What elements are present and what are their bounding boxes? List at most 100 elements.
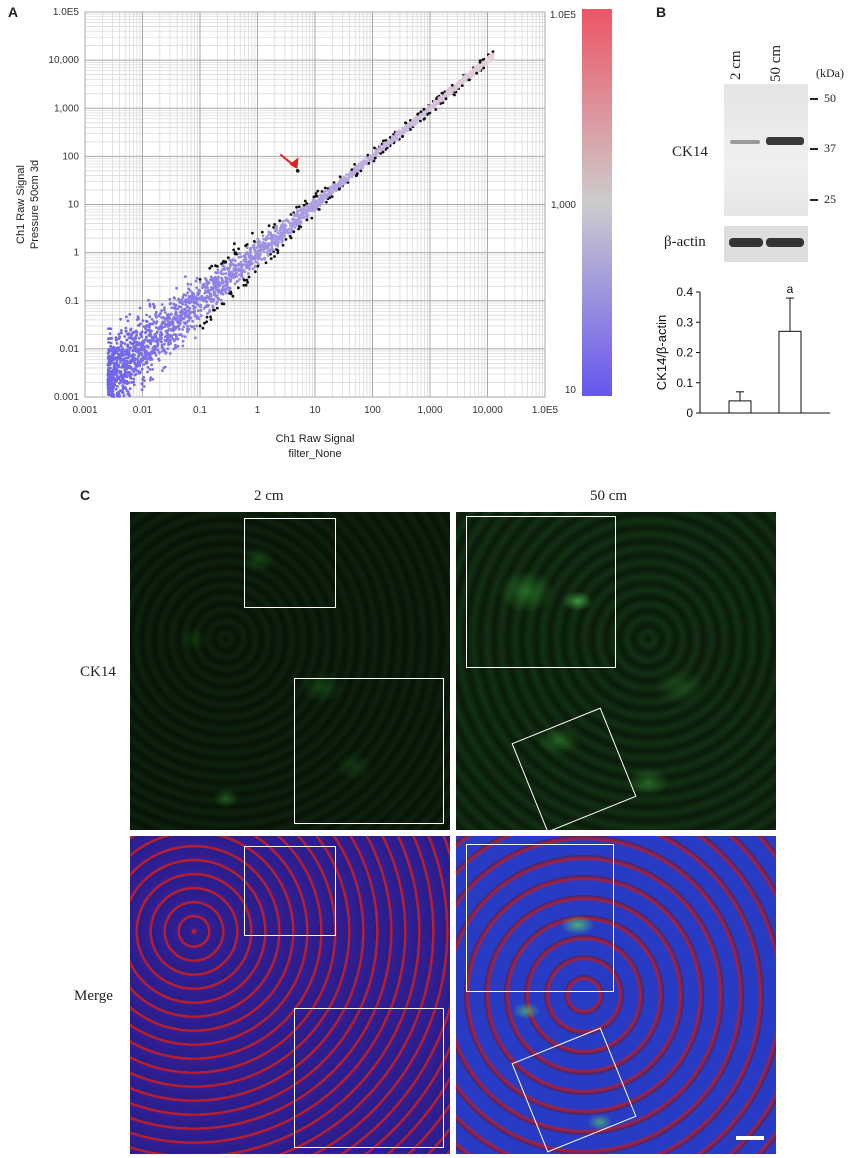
data-point bbox=[206, 312, 209, 315]
data-point bbox=[140, 381, 144, 385]
marker-label-50: 50 bbox=[824, 91, 836, 105]
data-point bbox=[154, 345, 158, 348]
data-point bbox=[115, 361, 119, 365]
data-point bbox=[225, 286, 229, 289]
data-point bbox=[165, 329, 168, 333]
marker-tick-25 bbox=[810, 199, 818, 201]
data-point bbox=[284, 224, 288, 228]
data-point bbox=[281, 231, 284, 235]
data-point bbox=[138, 364, 142, 368]
data-point bbox=[141, 319, 145, 322]
data-point bbox=[181, 310, 185, 314]
data-point bbox=[240, 271, 244, 275]
data-point bbox=[199, 309, 203, 312]
inset-box-upper bbox=[466, 516, 616, 668]
x-tick-label: 10 bbox=[309, 405, 321, 416]
data-point bbox=[106, 351, 110, 355]
data-point bbox=[387, 144, 390, 147]
outlier-point bbox=[292, 230, 296, 234]
colorbar-tick-label: 1,000 bbox=[551, 200, 576, 211]
data-point bbox=[224, 272, 228, 275]
data-point bbox=[334, 183, 337, 187]
data-point bbox=[277, 236, 280, 240]
blot-row-label-ck14: CK14 bbox=[672, 144, 708, 160]
outlier-point bbox=[276, 249, 280, 252]
data-point bbox=[188, 300, 191, 303]
data-point bbox=[391, 140, 394, 144]
data-point bbox=[149, 339, 153, 343]
data-point bbox=[183, 307, 187, 311]
outlier-point bbox=[209, 315, 213, 319]
data-point bbox=[127, 361, 131, 364]
data-point bbox=[148, 358, 152, 361]
data-point bbox=[123, 349, 127, 353]
data-point bbox=[233, 259, 237, 263]
data-point bbox=[192, 300, 195, 304]
data-point bbox=[369, 155, 373, 159]
y-tick-label: 0.4 bbox=[676, 285, 693, 299]
data-point bbox=[238, 273, 241, 276]
y-axis-label: Ch1 Raw Signal bbox=[15, 165, 27, 244]
data-point bbox=[119, 317, 122, 321]
data-point bbox=[394, 132, 398, 136]
data-point bbox=[136, 315, 140, 319]
y-tick-label: 0.1 bbox=[676, 376, 693, 390]
data-point bbox=[147, 352, 150, 356]
data-point bbox=[214, 271, 217, 274]
data-point bbox=[187, 319, 191, 322]
data-point bbox=[160, 303, 164, 306]
outlier-point bbox=[203, 321, 206, 325]
outlier-point bbox=[260, 230, 264, 234]
data-point bbox=[356, 164, 360, 168]
significance-label: a bbox=[787, 282, 794, 296]
data-point bbox=[226, 281, 230, 284]
data-point bbox=[216, 268, 220, 272]
data-point bbox=[107, 377, 110, 381]
data-point bbox=[162, 308, 166, 312]
outlier-point bbox=[234, 251, 238, 255]
data-point bbox=[112, 367, 116, 371]
arrowed-point bbox=[295, 169, 300, 173]
data-point bbox=[331, 186, 335, 190]
y-tick-label: 0 bbox=[686, 406, 693, 420]
data-point bbox=[116, 375, 120, 379]
data-point bbox=[299, 209, 303, 213]
data-point bbox=[261, 234, 265, 238]
outlier-point bbox=[245, 278, 249, 282]
data-point bbox=[471, 70, 474, 74]
data-point bbox=[311, 198, 315, 202]
data-point bbox=[129, 358, 133, 362]
outlier-point bbox=[422, 117, 426, 121]
y-axis-label: CK14/β-actin bbox=[654, 315, 669, 390]
outlier-point bbox=[325, 200, 328, 204]
data-point bbox=[120, 376, 124, 379]
data-point bbox=[179, 305, 183, 309]
panel-a-letter: A bbox=[8, 4, 19, 20]
data-point bbox=[108, 371, 111, 375]
data-point bbox=[358, 164, 362, 167]
data-point bbox=[142, 385, 146, 388]
data-point bbox=[487, 54, 491, 58]
data-point bbox=[166, 319, 170, 323]
panel-c-letter: C bbox=[80, 487, 91, 503]
data-point bbox=[171, 337, 175, 341]
data-point bbox=[141, 355, 145, 359]
data-point bbox=[132, 377, 136, 381]
data-point bbox=[173, 345, 177, 349]
outlier-point bbox=[384, 139, 388, 142]
data-point bbox=[198, 289, 202, 293]
data-point bbox=[268, 243, 272, 247]
data-point bbox=[316, 200, 319, 204]
data-point bbox=[199, 303, 203, 307]
data-point bbox=[163, 325, 167, 329]
data-point bbox=[204, 286, 208, 289]
data-point bbox=[355, 168, 359, 172]
data-point bbox=[406, 127, 410, 131]
data-point bbox=[162, 366, 166, 370]
data-point bbox=[132, 370, 136, 373]
outlier-point bbox=[242, 278, 246, 282]
data-point bbox=[131, 353, 135, 356]
data-point bbox=[140, 388, 144, 392]
data-point bbox=[107, 385, 111, 389]
data-point bbox=[155, 332, 158, 335]
